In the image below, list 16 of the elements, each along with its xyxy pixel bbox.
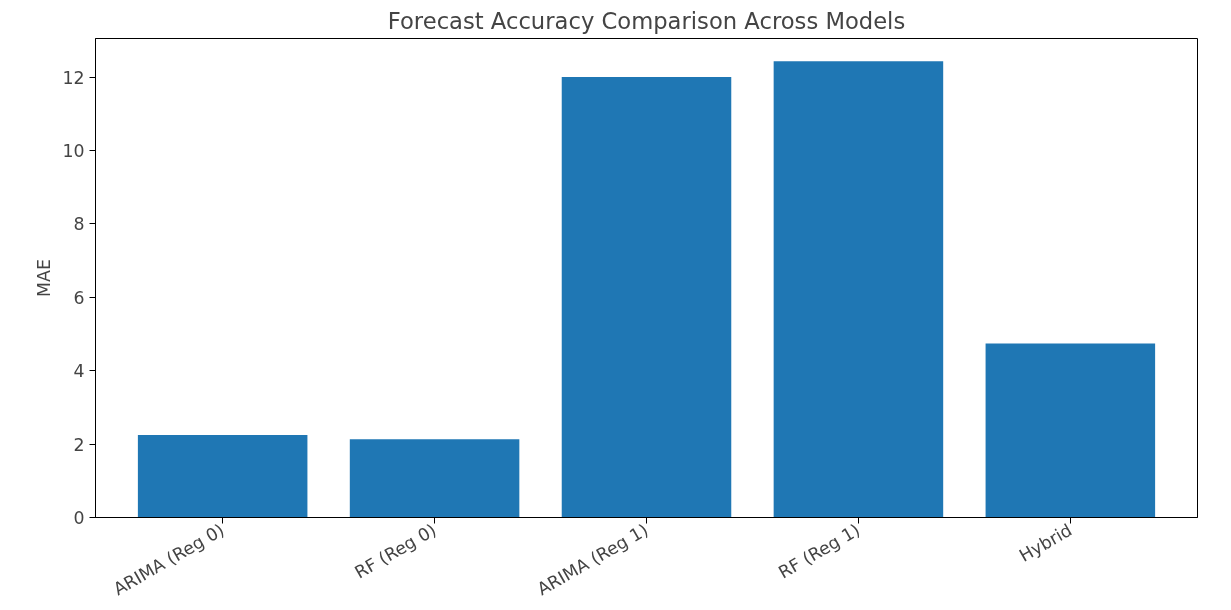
y-tick-label: 8 bbox=[73, 214, 85, 235]
y-tick-label: 4 bbox=[73, 361, 85, 382]
y-tick-label: 10 bbox=[62, 140, 85, 161]
chart-title: Forecast Accuracy Comparison Across Models bbox=[387, 7, 906, 34]
x-tick-label: RF (Reg 0) bbox=[351, 519, 440, 583]
bar bbox=[561, 77, 732, 518]
bar bbox=[137, 434, 308, 518]
x-tick-label: RF (Reg 1) bbox=[775, 519, 864, 583]
bar bbox=[349, 439, 520, 518]
y-tick-label: 2 bbox=[73, 434, 85, 455]
y-tick-label: 0 bbox=[73, 508, 85, 528]
y-tick-label: 6 bbox=[73, 287, 85, 308]
y-tick-label: 12 bbox=[62, 67, 85, 88]
y-axis-title: MAE bbox=[34, 259, 55, 297]
bar bbox=[985, 343, 1156, 518]
bar bbox=[773, 61, 944, 518]
